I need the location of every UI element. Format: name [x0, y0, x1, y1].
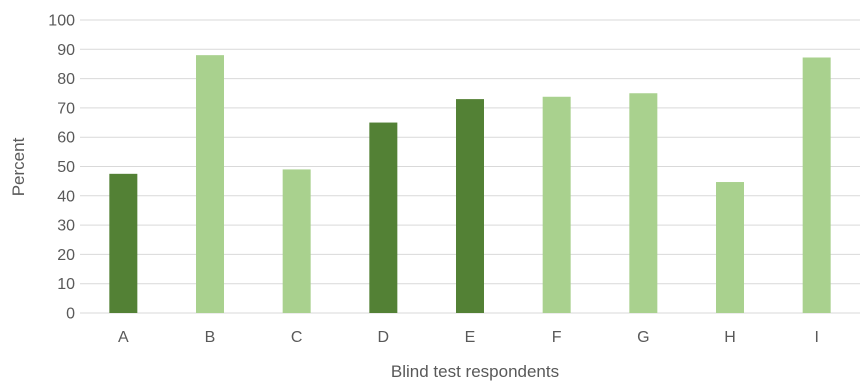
x-tick-label-F: F — [552, 329, 562, 346]
y-tick-labels: 0 10 20 30 40 50 60 70 80 90 100 — [48, 13, 75, 323]
x-tick-labels: A B C D E F G H I — [118, 329, 819, 346]
x-tick-label-E: E — [465, 329, 476, 346]
x-tick-label-H: H — [724, 329, 736, 346]
bars — [109, 55, 831, 314]
bar-B — [196, 55, 224, 313]
bar-H — [716, 182, 744, 313]
y-tick-label: 10 — [57, 276, 75, 293]
x-tick-label-B: B — [205, 329, 216, 346]
x-axis-title: Blind test respondents — [391, 362, 559, 381]
y-tick-label: 50 — [57, 159, 75, 176]
y-tick-label: 0 — [66, 306, 75, 323]
bar-D — [369, 122, 398, 313]
y-tick-label: 90 — [57, 42, 75, 59]
x-tick-label-C: C — [291, 329, 303, 346]
bar-C — [282, 169, 311, 313]
bar-G — [629, 93, 658, 313]
bar-E — [456, 99, 484, 313]
bar-F — [542, 96, 571, 314]
y-tick-label: 80 — [57, 71, 75, 88]
y-tick-label: 30 — [57, 218, 75, 235]
y-tick-label: 40 — [57, 188, 75, 205]
bar-A — [109, 173, 138, 313]
y-tick-label: 60 — [57, 130, 75, 147]
x-tick-label-A: A — [118, 329, 129, 346]
y-tick-label: 100 — [48, 13, 75, 30]
x-tick-label-I: I — [814, 329, 818, 346]
y-tick-label: 70 — [57, 100, 75, 117]
y-tick-label: 20 — [57, 247, 75, 264]
x-tick-label-G: G — [637, 329, 649, 346]
bar-I — [802, 57, 831, 314]
x-tick-label-D: D — [378, 329, 390, 346]
y-axis-title: Percent — [9, 137, 28, 196]
